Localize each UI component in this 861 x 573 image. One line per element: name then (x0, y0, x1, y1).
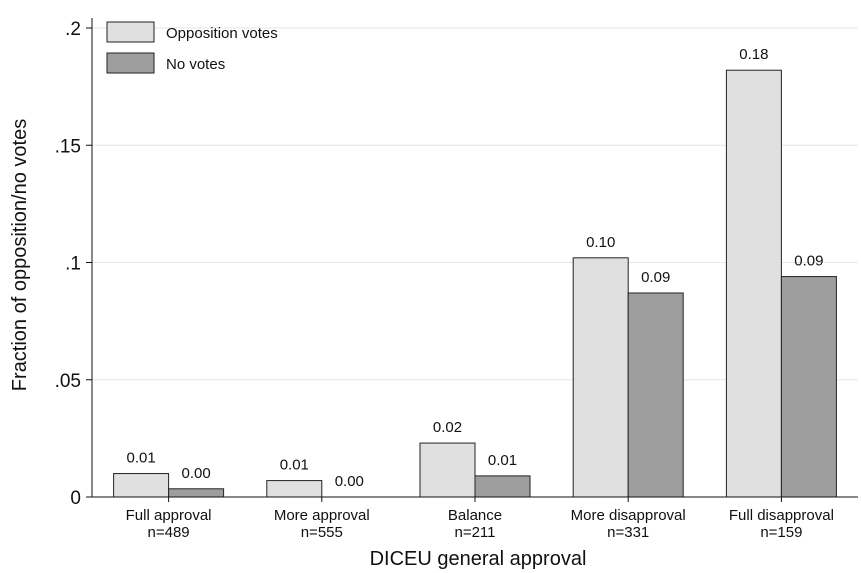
x-tick-label: Full approval (126, 507, 212, 524)
legend-swatch-no-votes (106, 52, 155, 74)
data-label: 0.01 (126, 450, 155, 467)
x-tick-label: More disapproval (571, 507, 686, 524)
x-tick-label: Balance (448, 507, 502, 524)
bar-opposition-votes (266, 480, 323, 498)
x-tick-sample-size: n=211 (454, 524, 495, 541)
x-axis-title: DICEU general approval (370, 548, 587, 570)
y-tick-label: .2 (65, 19, 81, 40)
data-label: 0.00 (181, 465, 210, 482)
x-tick-sample-size: n=159 (760, 524, 802, 541)
legend-label-no-votes: No votes (166, 56, 225, 73)
x-tick-label: Full disapproval (729, 507, 834, 524)
bar-opposition-votes (113, 473, 170, 498)
bar-opposition-votes (725, 69, 782, 498)
bar-opposition-votes (419, 442, 476, 498)
x-tick-sample-size: n=331 (607, 524, 649, 541)
data-labels: 0.01 0.00 0.01 0.00 0.02 0.01 0.10 0.09 0.18 0.09 (126, 46, 823, 490)
x-tick-sample-size: n=555 (301, 524, 343, 541)
x-tick-label: More approval (274, 507, 370, 524)
bar-no-votes (168, 488, 225, 498)
y-tick-label: .05 (55, 371, 81, 392)
legend-label-opposition-votes: Opposition votes (166, 25, 278, 42)
y-tick-label: .15 (55, 136, 81, 157)
legend-swatch-opposition-votes (106, 21, 155, 43)
data-label: 0.01 (280, 457, 309, 474)
data-label: 0.01 (488, 452, 517, 469)
x-tick-sample-size: n=489 (148, 524, 190, 541)
y-tick-label: .1 (65, 254, 81, 275)
data-label: 0.00 (335, 473, 364, 490)
data-label: 0.10 (586, 234, 615, 251)
data-label: 0.18 (739, 46, 768, 63)
data-label: 0.09 (794, 253, 823, 270)
bar-no-votes (627, 292, 684, 498)
y-axis-title: Fraction of opposition/no votes (9, 119, 31, 391)
bars (113, 69, 837, 498)
y-tick-label: 0 (70, 488, 81, 509)
bar-no-votes (474, 475, 531, 498)
bar-no-votes (780, 276, 837, 498)
bar-opposition-votes (572, 257, 629, 498)
legend: Opposition votes No votes (106, 21, 278, 74)
data-label: 0.02 (433, 419, 462, 436)
data-label: 0.09 (641, 269, 670, 286)
